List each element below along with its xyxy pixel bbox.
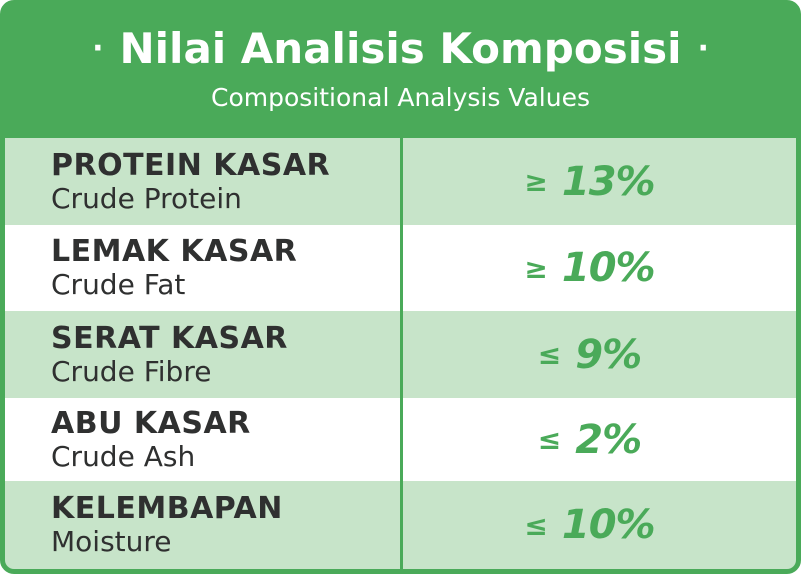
operator: ≤ — [537, 423, 562, 456]
value: 10% — [561, 245, 656, 291]
operator: ≥ — [524, 165, 548, 198]
label-sub: Crude Protein — [51, 181, 242, 215]
label-main: SERAT KASAR — [51, 320, 288, 356]
row-value-cell: ≤ 2% — [403, 398, 796, 481]
value: 9% — [575, 331, 642, 378]
value: 2% — [575, 416, 642, 463]
operator: ≤ — [537, 338, 562, 371]
label-main: PROTEIN KASAR — [51, 147, 331, 183]
row-value-cell: ≥ 13% — [403, 138, 796, 225]
row-value-cell: ≤ 10% — [403, 481, 796, 569]
row-label-cell: LEMAK KASAR Crude Fat — [51, 225, 297, 311]
column-divider — [400, 138, 403, 569]
row-label-cell: PROTEIN KASAR Crude Protein — [51, 138, 330, 225]
label-sub: Moisture — [51, 525, 172, 558]
label-main: ABU KASAR — [51, 405, 251, 441]
row-value-cell: ≤ 9% — [403, 311, 796, 398]
operator: ≥ — [524, 251, 548, 285]
panel-subtitle: Compositional Analysis Values — [211, 83, 590, 112]
row-label-cell: ABU KASAR Crude Ash — [51, 398, 251, 481]
bullet-right: · — [697, 31, 709, 66]
label-sub: Crude Ash — [51, 439, 196, 473]
row-value-cell: ≥ 10% — [403, 225, 796, 311]
panel-title: Nilai Analisis Komposisi — [119, 24, 682, 73]
operator: ≤ — [524, 508, 548, 542]
panel-header: · Nilai Analisis Komposisi · Composition… — [5, 5, 796, 138]
label-sub: Crude Fat — [51, 268, 186, 301]
title-line: · Nilai Analisis Komposisi · — [5, 17, 796, 81]
row-label-cell: KELEMBAPAN Moisture — [51, 481, 283, 569]
label-sub: Crude Fibre — [51, 354, 212, 388]
label-main: LEMAK KASAR — [51, 234, 298, 269]
label-main: KELEMBAPAN — [51, 491, 283, 526]
value: 10% — [561, 502, 656, 548]
bullet-left: · — [92, 31, 104, 66]
value: 13% — [561, 158, 656, 205]
row-label-cell: SERAT KASAR Crude Fibre — [51, 311, 288, 398]
